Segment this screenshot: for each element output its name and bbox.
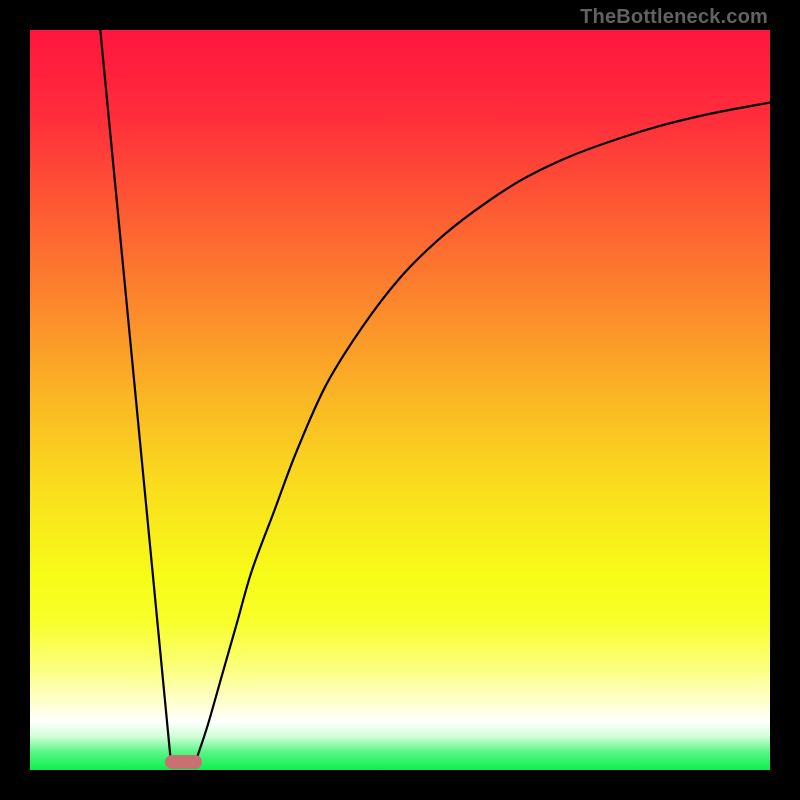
right-curve [197,103,771,759]
chart-container: TheBottleneck.com [0,0,800,800]
curve-layer [30,30,770,770]
bottleneck-marker [165,755,202,768]
left-line [100,30,170,759]
plot-area [30,30,770,770]
watermark-text: TheBottleneck.com [580,6,768,29]
